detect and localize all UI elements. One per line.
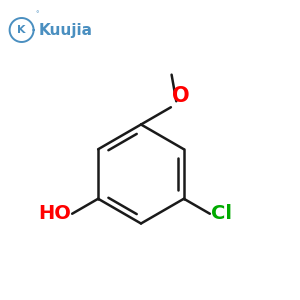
Text: Kuujia: Kuujia: [39, 22, 93, 38]
Text: HO: HO: [38, 204, 71, 223]
Text: °: °: [35, 11, 39, 17]
Text: Cl: Cl: [211, 204, 232, 223]
Text: O: O: [172, 86, 190, 106]
Text: K: K: [17, 25, 26, 35]
